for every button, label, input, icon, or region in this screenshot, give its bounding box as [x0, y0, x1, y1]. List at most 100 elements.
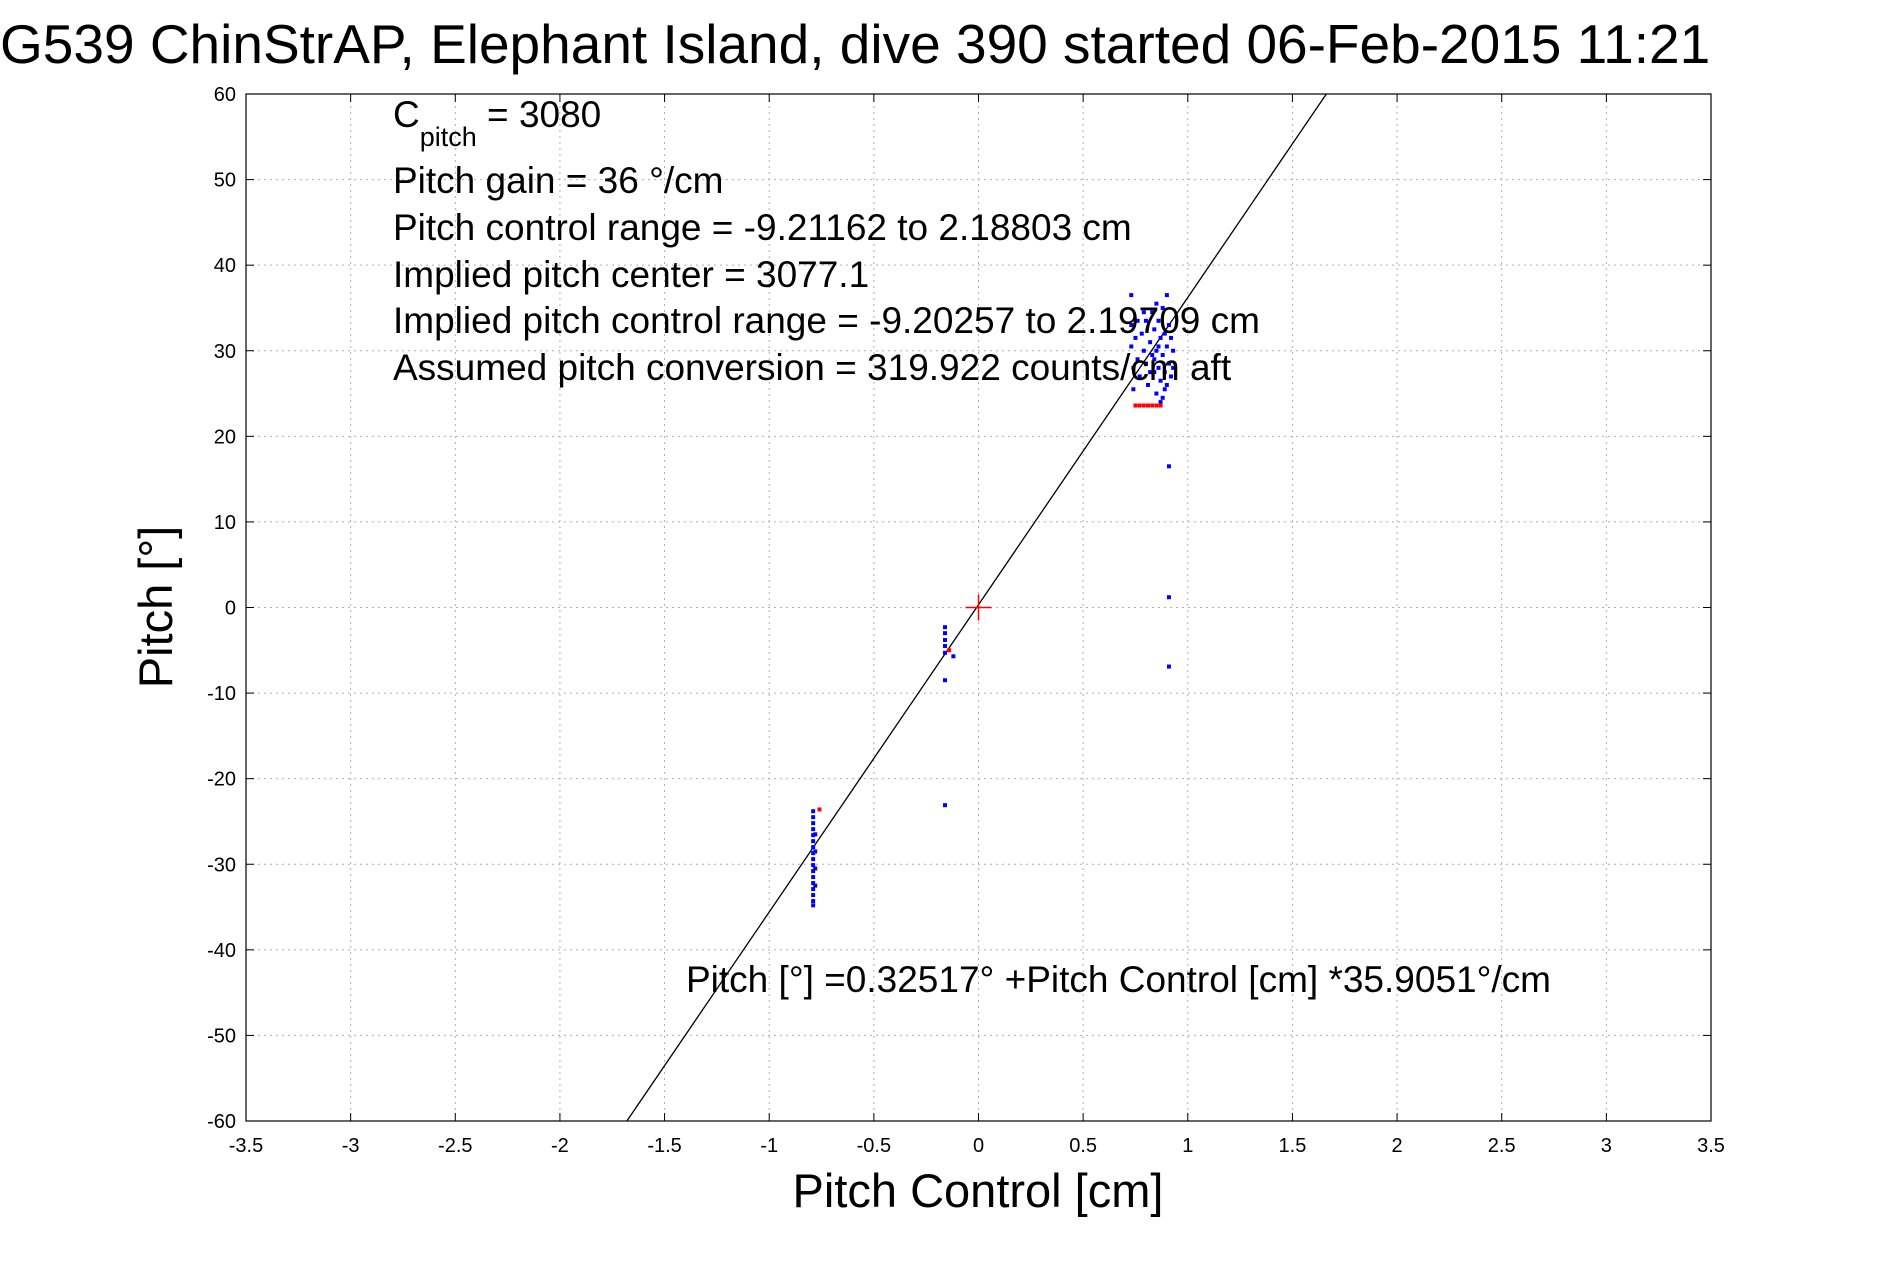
x-tick-label: -3	[342, 1135, 360, 1157]
blue-data-point	[811, 899, 816, 904]
y-tick-label: -40	[207, 940, 236, 962]
blue-data-point	[1154, 391, 1159, 396]
blue-data-point	[811, 887, 816, 892]
chart-title: G539 ChinStrAP, Elephant Island, dive 39…	[0, 13, 1710, 75]
blue-data-point	[1154, 348, 1159, 353]
annotation-pitch-gain: Pitch gain = 36 °/cm	[393, 160, 724, 201]
y-tick-label: 60	[214, 84, 236, 106]
data-points	[811, 293, 1176, 908]
y-tick-label: -20	[207, 769, 236, 791]
blue-data-point	[1156, 318, 1161, 323]
blue-data-point	[1156, 344, 1161, 349]
blue-data-point	[1164, 344, 1169, 349]
annotation-c-pitch: Cpitch = 3080	[393, 94, 601, 152]
y-tick-label: 30	[214, 341, 236, 363]
blue-data-point	[1166, 464, 1171, 469]
blue-data-point	[943, 678, 948, 683]
blue-data-point	[1143, 361, 1148, 366]
blue-data-point	[1160, 353, 1165, 358]
blue-data-point	[1171, 348, 1176, 353]
red-data-point	[947, 648, 952, 653]
blue-data-point	[1164, 382, 1169, 387]
x-tick-label: 2	[1392, 1135, 1403, 1157]
blue-data-point	[1129, 344, 1134, 349]
annotation-implied-range: Implied pitch control range = -9.20257 t…	[393, 300, 1260, 341]
x-tick-label: 0.5	[1069, 1135, 1097, 1157]
blue-data-point	[1166, 664, 1171, 669]
x-tick-label: 0	[973, 1135, 984, 1157]
axis-ticks: -3.5 -3 -2.5 -2 -1.5 -1 -0.5 0 0.5 1 1.5 2 2.5 3 3.5 -6…	[207, 84, 1725, 1157]
annotation-c-pitch-value: = 3080	[477, 94, 601, 135]
annotation-conversion: Assumed pitch conversion = 319.922 count…	[393, 347, 1232, 388]
x-tick-label: -2	[551, 1135, 569, 1157]
red-data-point	[1150, 403, 1155, 408]
blue-data-point	[1160, 305, 1165, 310]
y-tick-label: 0	[225, 598, 236, 620]
fit-line-group	[626, 93, 1327, 1122]
blue-data-point	[1146, 382, 1151, 387]
blue-data-point	[1169, 374, 1174, 379]
y-tick-label: -60	[207, 1111, 236, 1133]
x-tick-label: -0.5	[857, 1135, 891, 1157]
y-tick-label: -10	[207, 683, 236, 705]
blue-data-point	[1129, 323, 1134, 328]
blue-data-point	[1148, 370, 1153, 375]
blue-data-point	[1162, 331, 1167, 336]
blue-data-point	[1166, 595, 1171, 600]
x-axis-label: Pitch Control [cm]	[793, 1164, 1164, 1217]
blue-data-point	[1148, 340, 1153, 345]
blue-data-point	[1158, 400, 1163, 405]
blue-data-point	[1143, 318, 1148, 323]
red-data-point	[1154, 403, 1159, 408]
x-tick-label: 1	[1182, 1135, 1193, 1157]
blue-data-point	[1141, 310, 1146, 315]
blue-data-point	[811, 875, 816, 880]
y-tick-label: 20	[214, 426, 236, 448]
blue-data-point	[943, 631, 948, 636]
y-tick-label: -50	[207, 1025, 236, 1047]
blue-data-point	[811, 863, 816, 868]
x-tick-label: -2.5	[438, 1135, 472, 1157]
blue-data-point	[1131, 365, 1136, 370]
blue-data-point	[943, 650, 948, 655]
blue-data-point	[811, 869, 816, 874]
blue-data-point	[1169, 335, 1174, 340]
blue-data-point	[811, 839, 816, 844]
blue-data-point	[811, 881, 816, 886]
blue-data-point	[1131, 387, 1136, 392]
blue-data-point	[1150, 310, 1155, 315]
y-tick-label: -30	[207, 854, 236, 876]
blue-data-point	[1164, 293, 1169, 298]
blue-data-point	[1135, 318, 1140, 323]
blue-data-point	[813, 832, 818, 837]
blue-data-point	[1154, 301, 1159, 306]
x-tick-label: 1.5	[1279, 1135, 1307, 1157]
blue-data-point	[813, 866, 818, 871]
blue-data-point	[1162, 370, 1167, 375]
blue-data-point	[943, 638, 948, 643]
red-data-point	[1146, 403, 1151, 408]
blue-data-point	[1152, 327, 1157, 332]
blue-data-point	[811, 827, 816, 832]
annotation-c-pitch-sub: pitch	[420, 122, 477, 152]
blue-data-point	[811, 815, 816, 820]
blue-data-point	[1139, 331, 1144, 336]
blue-data-point	[1158, 335, 1163, 340]
blue-data-point	[1135, 357, 1140, 362]
annotation-pitch-center: Implied pitch center = 3077.1	[393, 254, 869, 295]
blue-data-point	[811, 857, 816, 862]
y-tick-label: 50	[214, 170, 236, 192]
x-tick-label: 3.5	[1697, 1135, 1725, 1157]
red-data-point	[1158, 403, 1163, 408]
annotation-control-range: Pitch control range = -9.21162 to 2.1880…	[393, 207, 1132, 248]
x-tick-label: -1.5	[647, 1135, 681, 1157]
blue-data-point	[813, 849, 818, 854]
blue-data-point	[1129, 293, 1134, 298]
blue-data-point	[1158, 378, 1163, 383]
blue-data-point	[1166, 361, 1171, 366]
annotation-fit-equation: Pitch [°] =0.32517° +Pitch Control [cm] …	[686, 959, 1551, 1000]
blue-data-point	[943, 644, 948, 649]
blue-data-point	[811, 845, 816, 850]
red-data-point	[1141, 403, 1146, 408]
